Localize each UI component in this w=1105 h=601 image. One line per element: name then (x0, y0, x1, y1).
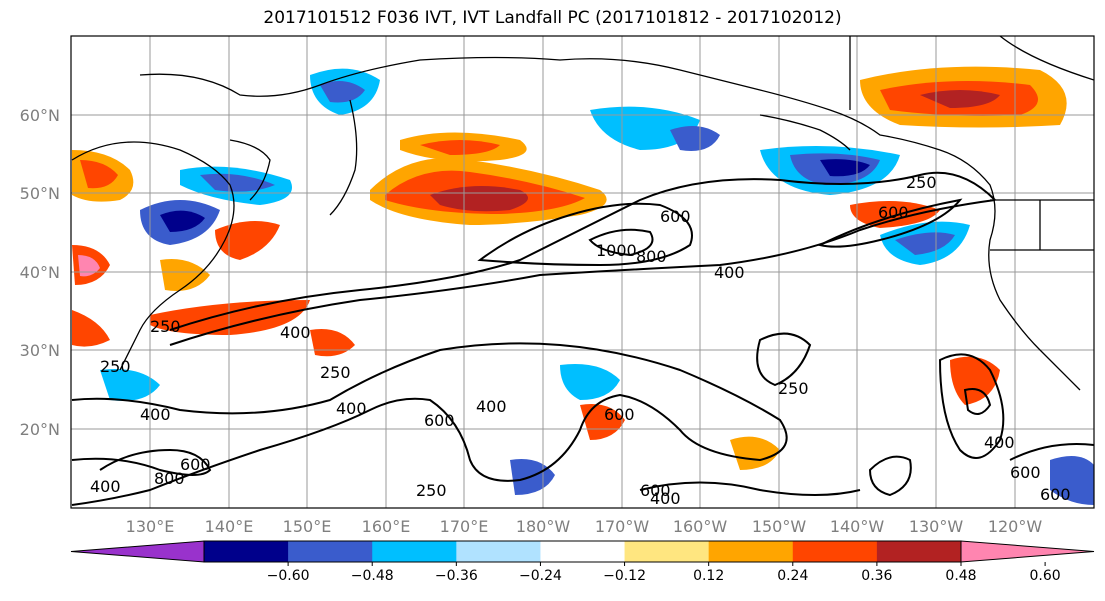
colorbar-bin (876, 541, 962, 562)
contour-label: 400 (650, 489, 681, 508)
lon-label: 160°E (362, 517, 411, 536)
lon-label: 120°W (988, 517, 1043, 536)
lat-label: 30°N (20, 341, 60, 360)
colorbar-bin (540, 541, 626, 562)
colorbar-tick-label: −0.24 (519, 568, 562, 584)
lon-label: 170°W (595, 517, 650, 536)
lon-label: 140°W (830, 517, 885, 536)
lon-label: 130°E (126, 517, 175, 536)
latitude-labels: 60°N 50°N 40°N 30°N 20°N (20, 106, 60, 439)
contour-label: 250 (150, 317, 181, 336)
contour-labels: 250 400 600 1000 800 400 600 400 250 400… (90, 173, 1071, 508)
lon-label: 180°W (516, 517, 571, 536)
colorbar-bin (204, 541, 289, 562)
contour-label: 400 (714, 263, 745, 282)
coastlines (71, 36, 1094, 391)
colorbar-tick-label: −0.48 (351, 568, 394, 584)
colorbar-bin (288, 541, 373, 562)
map-title: 2017101512 F036 IVT, IVT Landfall PC (20… (263, 8, 842, 28)
colorbar-bin (456, 541, 541, 562)
contour-label: 1000 (596, 241, 637, 260)
colorbar-tick-label: 0.12 (693, 568, 724, 584)
colorbar-tick-label: −0.12 (603, 568, 646, 584)
contour-label: 400 (280, 323, 311, 342)
colorbar-tick-label: 0.24 (777, 568, 808, 584)
lon-label: 150°E (283, 517, 332, 536)
contour-label: 600 (424, 411, 455, 430)
lat-label: 40°N (20, 263, 60, 282)
lat-label: 60°N (20, 106, 60, 125)
contour-label: 250 (778, 379, 809, 398)
contour-label: 600 (660, 207, 691, 226)
contour-label: 400 (984, 433, 1015, 452)
contour-label: 600 (1040, 485, 1071, 504)
contour-label: 600 (1010, 463, 1041, 482)
contour-label: 250 (320, 363, 351, 382)
lon-label: 170°E (440, 517, 489, 536)
longitude-labels: 130°E 140°E 150°E 160°E 170°E 180°W 170°… (126, 517, 1043, 536)
contour-label: 400 (90, 477, 121, 496)
contour-label: 800 (636, 247, 667, 266)
contour-label: 400 (336, 399, 367, 418)
map-frame (70, 35, 1095, 509)
colorbar-extension-low (70, 540, 205, 563)
lat-label: 20°N (20, 420, 60, 439)
colorbar: −0.60 −0.48 −0.36 −0.24 −0.12 0.12 0.24 0.36 0.4… (70, 540, 1095, 584)
colorbar-tick-label: 0.48 (945, 568, 976, 584)
lon-label: 160°W (673, 517, 728, 536)
contour-label: 250 (906, 173, 937, 192)
contour-label: 600 (604, 405, 635, 424)
pc-shading (72, 66, 1094, 505)
gridlines (71, 36, 1094, 508)
colorbar-tick-label: −0.36 (435, 568, 478, 584)
contour-label: 250 (416, 481, 447, 500)
colorbar-tick-label: 0.36 (861, 568, 892, 584)
lon-label: 150°W (752, 517, 807, 536)
contour-label: 400 (140, 405, 171, 424)
colorbar-bin (624, 541, 710, 562)
contour-label: 400 (476, 397, 507, 416)
contour-label: 600 (180, 455, 211, 474)
contour-label: 250 (100, 357, 131, 376)
contour-label: 800 (154, 469, 185, 488)
colorbar-border (203, 540, 962, 563)
contour-label: 600 (878, 203, 909, 222)
contour-label: 600 (640, 481, 671, 500)
lon-label: 130°W (909, 517, 964, 536)
colorbar-bin (792, 541, 878, 562)
colorbar-extension-high (960, 540, 1095, 563)
colorbar-bin (708, 541, 794, 562)
ivt-contours (71, 171, 1094, 506)
lon-label: 140°E (205, 517, 254, 536)
colorbar-tick-label: −0.60 (267, 568, 310, 584)
colorbar-bin (372, 541, 457, 562)
colorbar-tick-label: 0.60 (1030, 568, 1061, 584)
lat-label: 50°N (20, 184, 60, 203)
